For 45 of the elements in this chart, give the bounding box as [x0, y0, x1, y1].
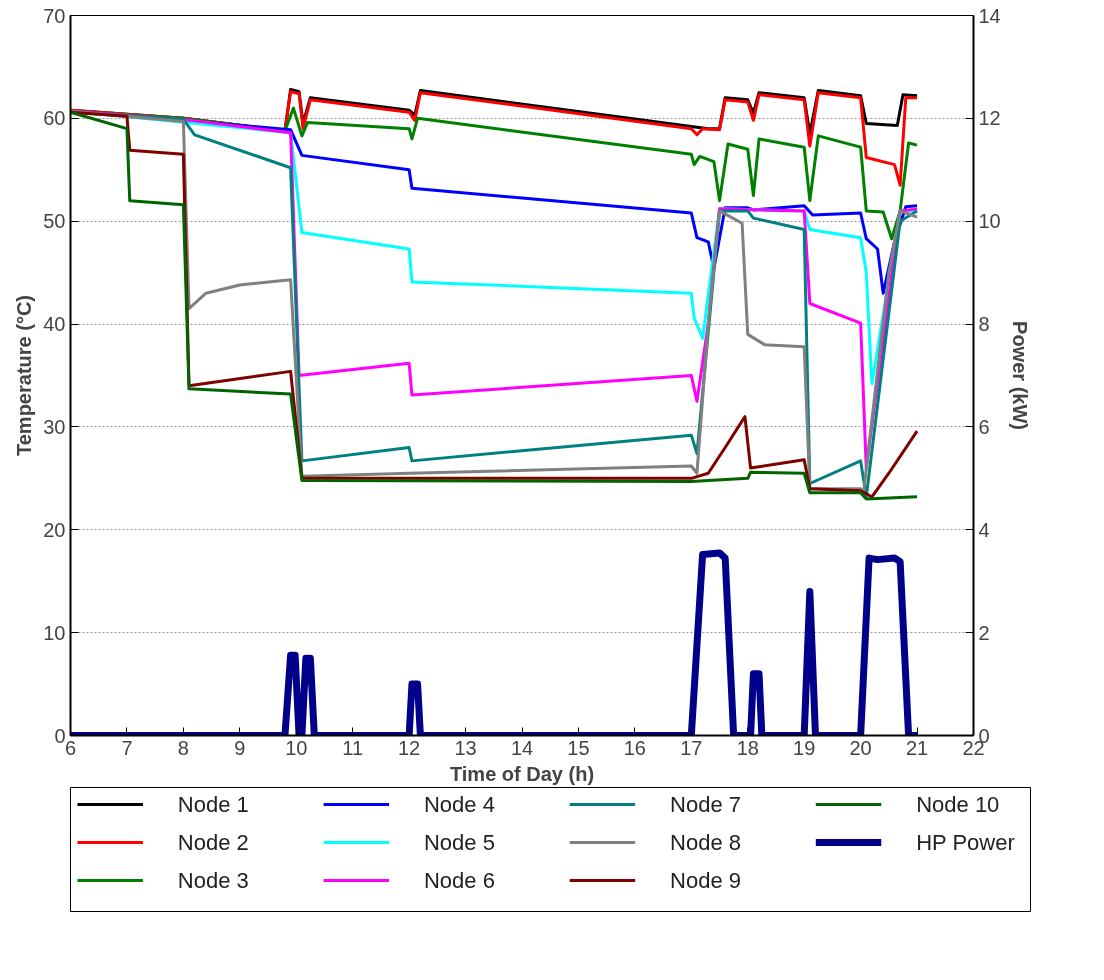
legend-label: Node 2	[177, 830, 249, 855]
y2-tick-label: 10	[978, 210, 1001, 233]
x-tick-label: 19	[793, 736, 816, 759]
legend-label: Node 6	[423, 868, 495, 893]
legend-label: Node 7	[670, 792, 742, 817]
y-tick-label: 50	[43, 210, 66, 233]
y-tick-label: 40	[43, 313, 66, 336]
x-tick-label: 21	[905, 736, 929, 759]
legend-label: Node 1	[177, 792, 249, 817]
x-tick-label: 9	[234, 736, 246, 759]
x-tick-label: 18	[736, 736, 759, 759]
y-tick-label: 60	[43, 107, 66, 130]
y2-tick-label: 4	[978, 518, 990, 541]
x-axis-title: Time of Day (h)	[449, 762, 595, 785]
legend-label: Node 4	[423, 792, 495, 817]
y2-tick-label: 2	[978, 621, 990, 644]
y-axis-title: Temperature (°C)	[13, 294, 36, 456]
y2-axis-title: Power (kW)	[1008, 321, 1031, 430]
legend-label: HP Power	[916, 830, 1015, 855]
y2-tick-label: 6	[978, 415, 990, 438]
y-tick-label: 70	[43, 4, 66, 27]
y2-tick-label: 8	[978, 313, 990, 336]
y2-tick-label: 14	[978, 4, 1001, 27]
legend-label: Node 10	[916, 792, 1000, 817]
x-tick-label: 16	[623, 736, 646, 759]
x-tick-label: 17	[680, 736, 703, 759]
x-tick-label: 14	[510, 736, 534, 759]
legend-label: Node 8	[670, 830, 742, 855]
x-tick-label: 10	[285, 736, 308, 759]
x-tick-label: 8	[177, 736, 189, 759]
y-tick-label: 20	[43, 518, 66, 541]
x-tick-label: 13	[454, 736, 477, 759]
x-tick-label: 15	[567, 736, 590, 759]
x-tick-label: 11	[342, 736, 364, 759]
y2-tick-label: 12	[978, 107, 1001, 130]
y-tick-label: 30	[43, 415, 66, 438]
legend-label: Node 3	[177, 868, 249, 893]
x-tick-label: 6	[64, 736, 77, 759]
legend-label: Node 5	[423, 830, 495, 855]
x-tick-label: 20	[849, 736, 872, 759]
y-tick-label: 0	[54, 724, 66, 747]
y-tick-label: 10	[43, 621, 66, 644]
legend-label: Node 9	[670, 868, 742, 893]
x-tick-label: 12	[398, 736, 421, 759]
x-tick-label: 7	[121, 736, 133, 759]
